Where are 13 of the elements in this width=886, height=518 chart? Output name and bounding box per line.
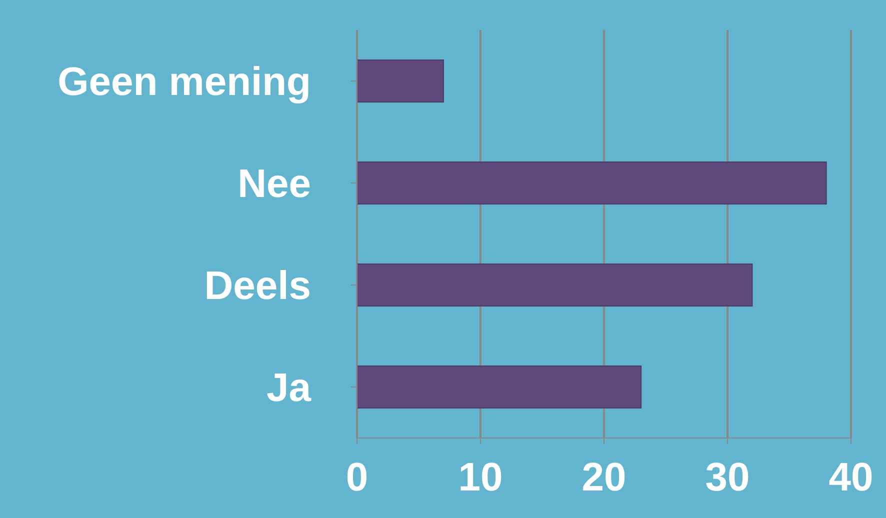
x-tick-label: 20: [582, 455, 626, 500]
x-tick-label: 10: [458, 455, 503, 500]
y-tick-label: Nee: [238, 162, 311, 206]
y-tick-label: Deels: [204, 264, 311, 308]
x-tick-label: 40: [828, 455, 874, 500]
y-tick-label: Geen mening: [58, 60, 311, 104]
bar: [357, 162, 827, 204]
bar: [357, 264, 753, 306]
y-tick-label: Ja: [266, 366, 312, 410]
x-tick-label: 0: [346, 455, 368, 500]
bar: [357, 366, 642, 408]
bar: [357, 60, 444, 102]
x-tick-label: 30: [705, 455, 750, 500]
